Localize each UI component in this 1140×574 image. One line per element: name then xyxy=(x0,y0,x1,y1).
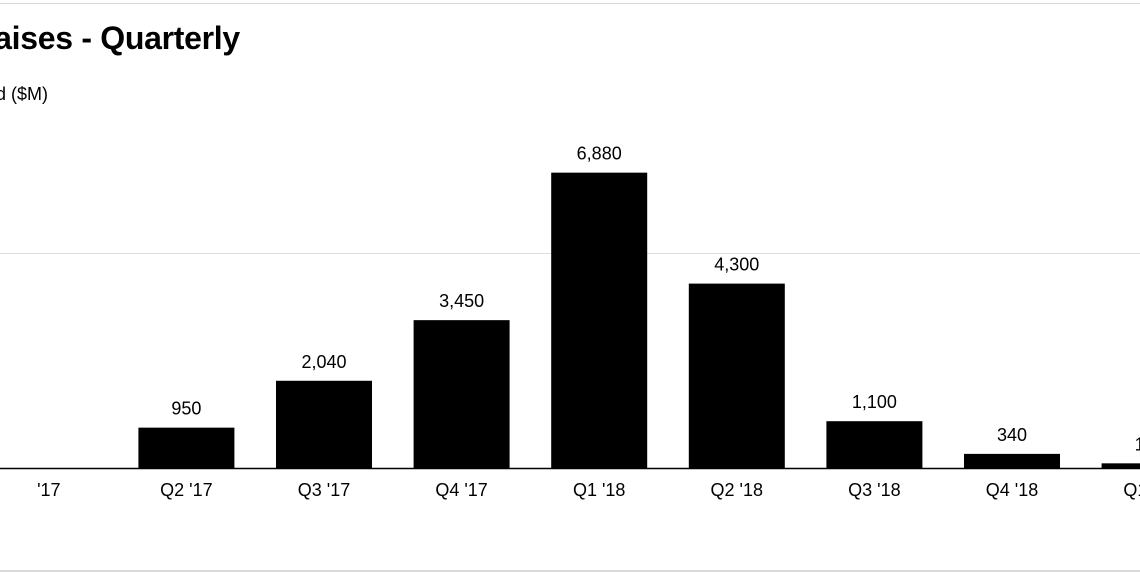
data-label-5: 4,300 xyxy=(714,255,759,275)
data-label-7: 340 xyxy=(997,425,1027,445)
data-label-2: 2,040 xyxy=(301,352,346,372)
x-tick-5: Q2 '18 xyxy=(711,480,763,500)
bar-5 xyxy=(688,283,785,469)
bar-4 xyxy=(551,172,648,469)
x-tick-2: Q3 '17 xyxy=(298,480,350,500)
x-tick-3: Q4 '17 xyxy=(435,480,487,500)
data-label-1: 950 xyxy=(171,399,201,419)
x-tick-labels: '17 Q2 '17 Q3 '17 Q4 '17 Q1 '18 Q2 '18 Q3 '18 Q… xyxy=(37,480,1140,500)
x-tick-4: Q1 '18 xyxy=(573,480,625,500)
bar-8 xyxy=(1101,463,1140,469)
x-tick-0: '17 xyxy=(37,480,60,500)
chart-title: raises - Quarterly xyxy=(0,20,240,56)
x-tick-6: Q3 '18 xyxy=(848,480,900,500)
data-label-3: 3,450 xyxy=(439,291,484,311)
bar-1 xyxy=(138,427,235,469)
x-tick-8: Q1 '19 xyxy=(1123,480,1140,500)
bars xyxy=(138,172,1140,469)
data-label-4: 6,880 xyxy=(577,144,622,164)
y-axis-label: ed ($M) xyxy=(0,84,49,104)
x-tick-1: Q2 '17 xyxy=(160,480,212,500)
data-label-8: 120 xyxy=(1135,434,1140,454)
bar-7 xyxy=(964,453,1060,469)
bar-2 xyxy=(276,380,372,469)
bar-3 xyxy=(413,320,510,469)
data-label-6: 1,100 xyxy=(852,392,897,412)
x-tick-7: Q4 '18 xyxy=(986,480,1038,500)
top-border xyxy=(0,3,1140,4)
bar-6 xyxy=(826,421,923,469)
data-labels: 950 2,040 3,450 6,880 4,300 1,100 340 120 xyxy=(171,144,1140,455)
bottom-border xyxy=(0,570,1140,572)
